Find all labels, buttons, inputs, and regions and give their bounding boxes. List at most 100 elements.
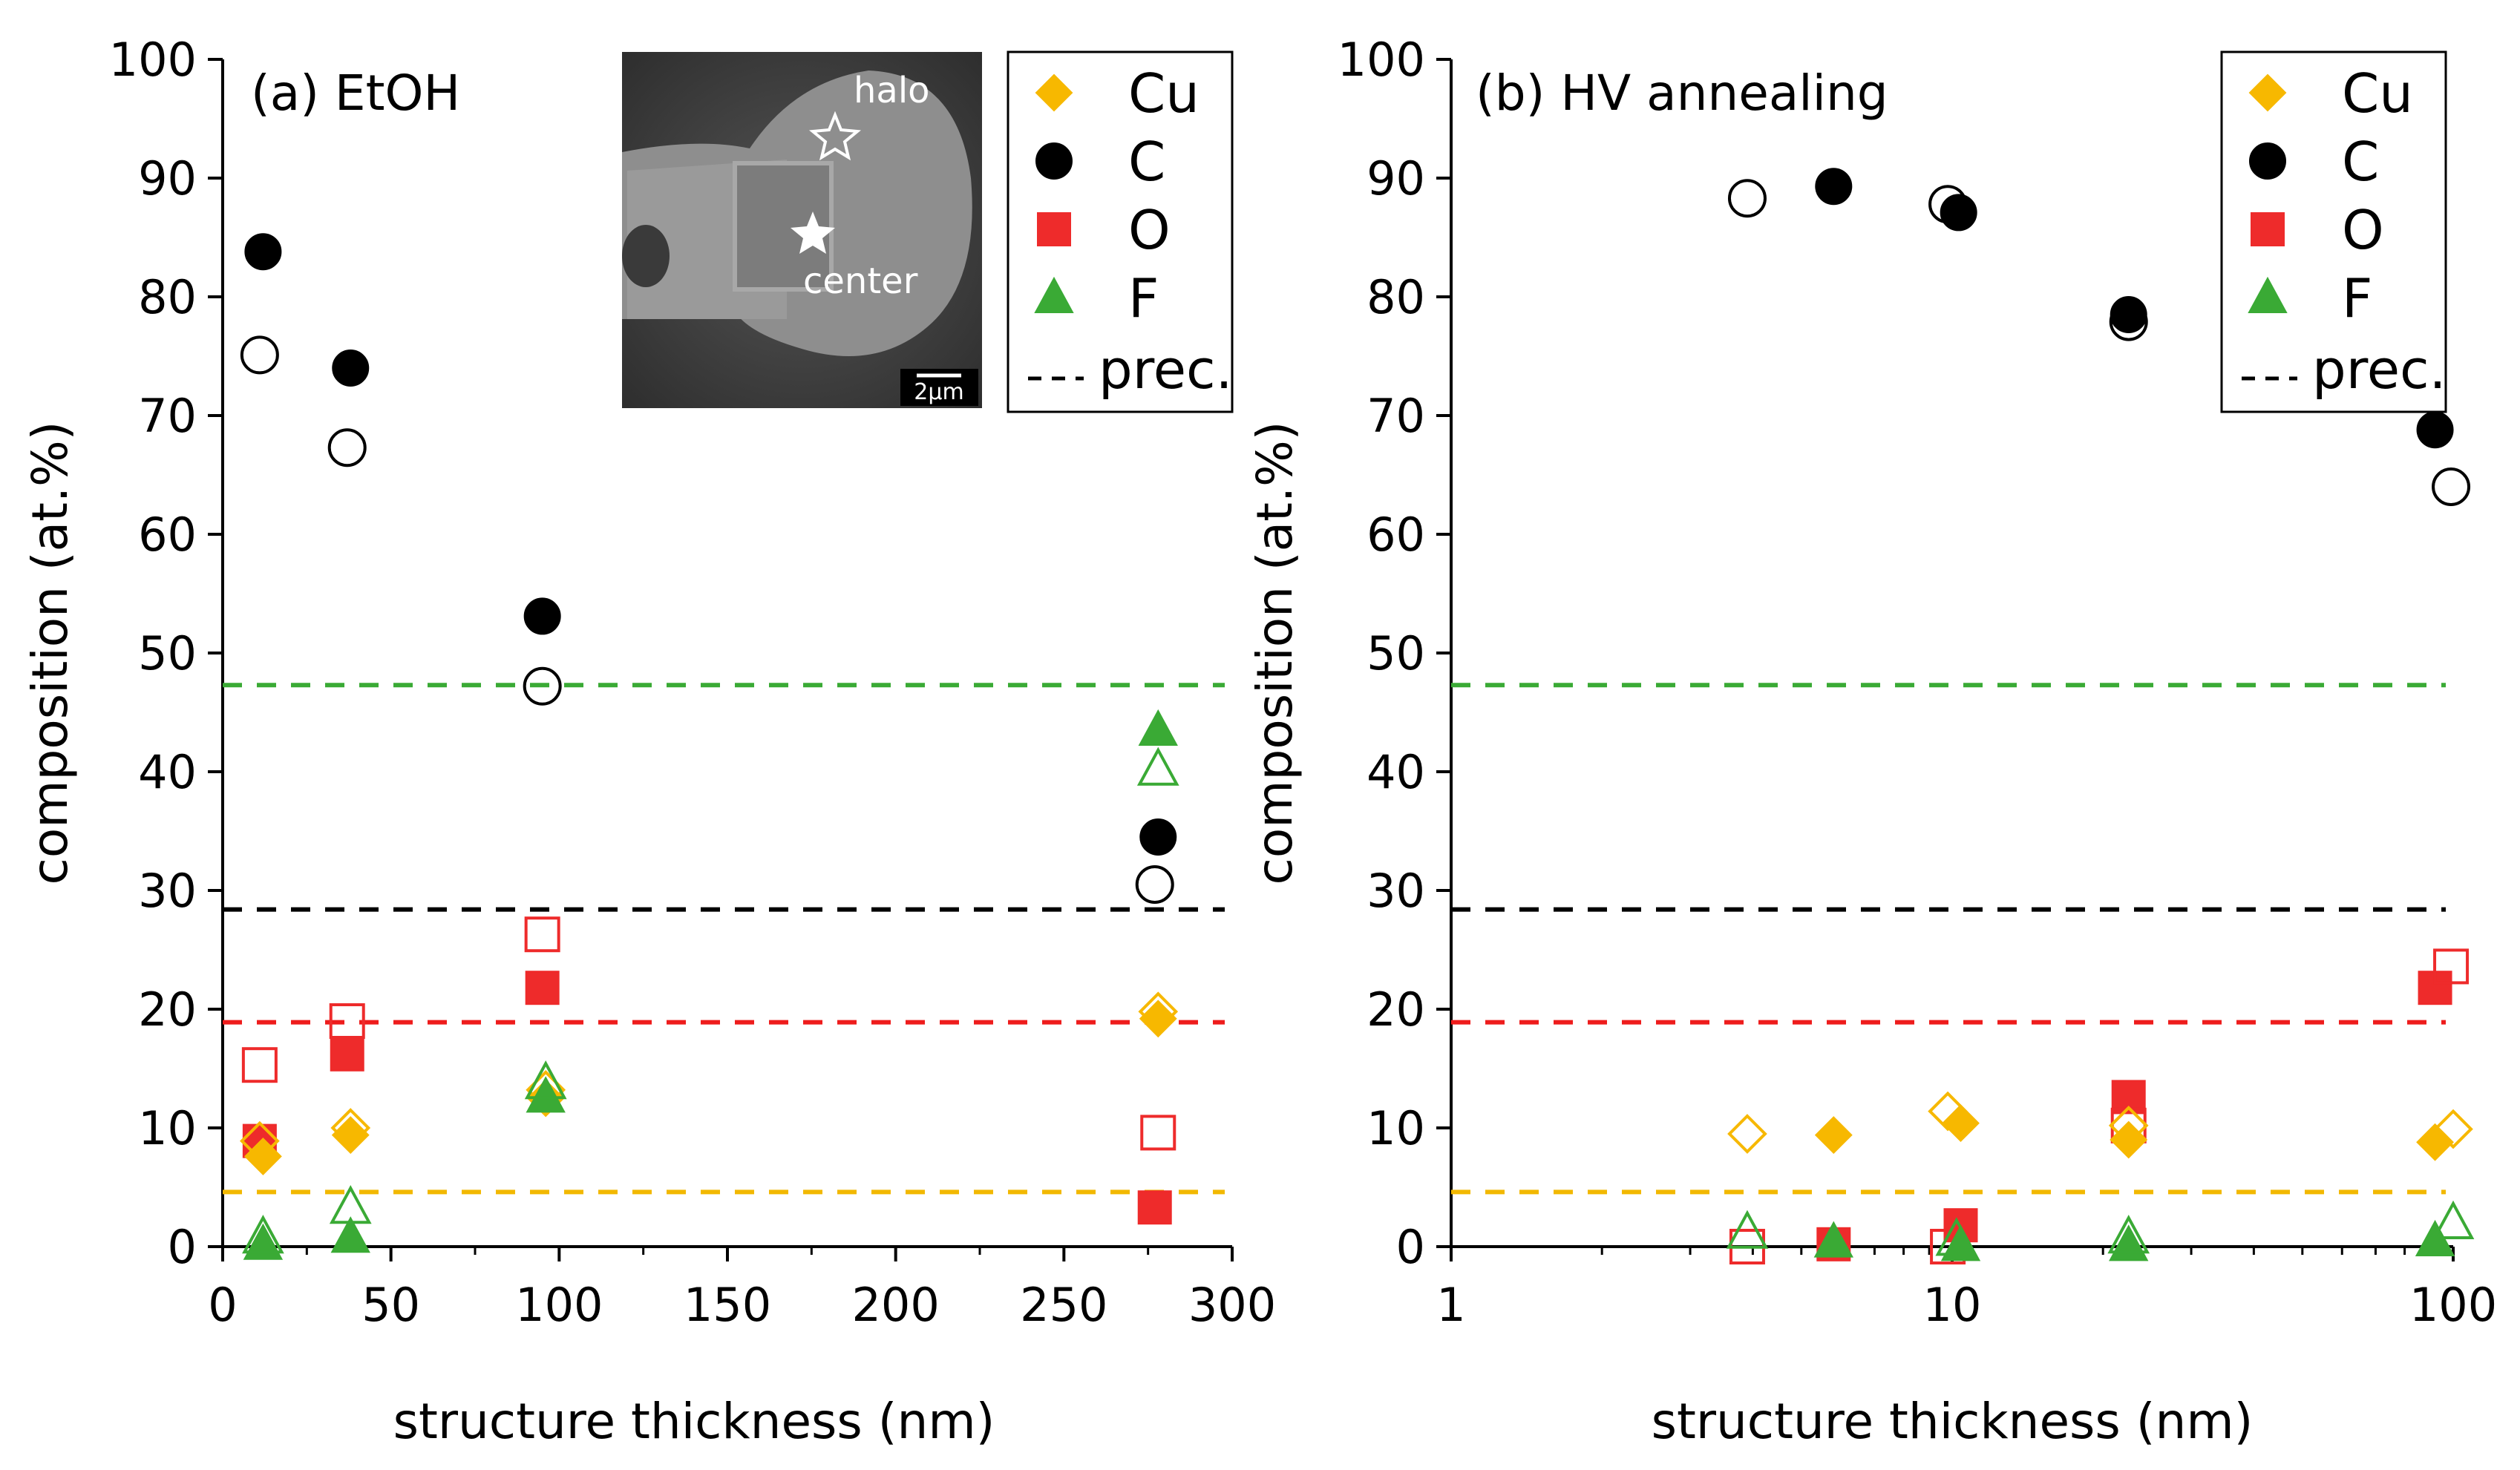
panel-b-point-c-filled-1: [1940, 194, 1977, 232]
inset-sem-image: halo center 2µm: [622, 52, 982, 408]
panel-a-ytick-label-20: 20: [138, 982, 197, 1037]
panel-b-legend-marker-f: [2248, 276, 2288, 313]
panel-a-legend-marker-c: [1035, 142, 1073, 180]
panel-b-ytick-label-30: 30: [1367, 864, 1425, 918]
panel-b-ytick-label-50: 50: [1367, 626, 1425, 680]
inset-scale-label: 2µm: [914, 379, 963, 405]
panel-a-ticks: 0 10 20 30 40 50 60 70 80 90 100 0 50 100 150 200 250 300: [109, 33, 1277, 1332]
panel-a-point-o-open-2: [524, 916, 560, 953]
panel-a-ytick-label-60: 60: [138, 508, 197, 562]
panel-a-point-o-open-3: [1140, 1115, 1176, 1151]
panel-b-point-cu-filled-3: [2416, 1123, 2454, 1161]
panel-b-ylabel: composition (at.%): [1246, 421, 1303, 885]
panel-a-legend-marker-cu: [1035, 73, 1073, 112]
panel-b-ytick-label-20: 20: [1367, 982, 1425, 1037]
panel-b-point-c-open-3: [2432, 467, 2471, 506]
panel-b-point-cu-open-2: [2108, 1105, 2149, 1146]
panel-a-marks: [240, 233, 1179, 1260]
panel-a-point-o-filled-3: [1137, 1190, 1172, 1225]
panel-b-xtick-label-1: 1: [1436, 1278, 1465, 1332]
panel-b-legend-marker-c: [2249, 142, 2286, 180]
panel-a-legend-label-cu: Cu: [1128, 62, 1200, 125]
panel-b-ytick-label-10: 10: [1367, 1101, 1425, 1155]
panel-a-point-o-open-1: [329, 1003, 365, 1039]
panel-b-ytick-label-40: 40: [1367, 745, 1425, 799]
panel-b-point-f-open-3: [2432, 1200, 2475, 1239]
panel-a-point-o-open-0: [241, 1047, 278, 1083]
panel-b-title: (b) HV annealing: [1476, 65, 1888, 122]
panel-a-xtick-label-50: 50: [361, 1278, 420, 1332]
panel-a-legend-prec-label: prec.: [1099, 338, 1233, 401]
panel-a-ytick-label-30: 30: [138, 864, 197, 918]
panel-b-point-cu-open-0: [1727, 1114, 1767, 1154]
panel-b-point-c-filled-2: [2110, 296, 2147, 333]
panel-a-xtick-label-300: 300: [1188, 1278, 1276, 1332]
panel-b-legend-label-cu: Cu: [2342, 62, 2413, 125]
panel-b-point-cu-open-3: [2433, 1109, 2473, 1149]
panel-a-point-c-open-1: [327, 428, 367, 467]
panel-a-title: (a) EtOH: [251, 65, 460, 122]
inset-center-star-icon: [791, 211, 835, 254]
panel-a-point-o-filled-1: [330, 1037, 364, 1072]
panel-a-point-f-filled-1: [330, 1216, 370, 1253]
panel-a-xtick-label-150: 150: [684, 1278, 771, 1332]
panel-a-ytick-label-100: 100: [109, 33, 197, 87]
panel-a-xtick-label-100: 100: [515, 1278, 603, 1332]
panel-a-legend-label-o: O: [1128, 199, 1171, 261]
panel-b-point-f-open-0: [1726, 1210, 1769, 1249]
panel-b-ytick-label-70: 70: [1367, 389, 1425, 443]
panel-a-point-f-open-1: [329, 1185, 372, 1224]
panel-b-ytick-label-100: 100: [1338, 33, 1425, 87]
inset-halo-star-icon: [808, 111, 862, 161]
panel-a-point-f-open-2: [524, 1060, 567, 1100]
panel-a-point-c-filled-2: [523, 597, 561, 635]
inset-hole: [622, 225, 670, 287]
panel-b-marks: [1726, 168, 2475, 1264]
panel-a-xtick-label-200: 200: [851, 1278, 939, 1332]
panel-a-point-f-open-0: [242, 1215, 284, 1254]
panel-a-point-f-open-3: [1136, 747, 1179, 786]
panel-a-point-cu-filled-3: [1139, 1000, 1177, 1038]
panel-a-legend-label-f: F: [1128, 267, 1159, 329]
panel-b-xtick-label-100: 100: [2409, 1278, 2497, 1332]
panel-a-ytick-label-50: 50: [138, 626, 197, 680]
panel-a-point-c-filled-1: [332, 350, 370, 387]
panel-a-point-cu-open-3: [1138, 991, 1179, 1032]
panel-b-point-c-filled-0: [1815, 168, 1853, 206]
panel-a-point-c-filled-3: [1139, 818, 1177, 856]
panel-b-point-cu-open-1: [1928, 1091, 1968, 1132]
panel-b-point-cu-filled-1: [1942, 1104, 1980, 1143]
panel-b-point-c-filled-3: [2416, 411, 2454, 449]
panel-b-point-f-open-1: [1935, 1217, 1978, 1256]
panel-a: 0 10 20 30 40 50 60 70 80 90 100 0 50 100 150 200 250 300…: [22, 33, 1276, 1450]
inset-label-center: center: [803, 260, 918, 302]
panel-a-legend-marker-o: [1037, 212, 1071, 246]
panel-b-legend-prec-label: prec.: [2312, 338, 2447, 401]
panel-b-point-cu-filled-2: [2110, 1120, 2148, 1159]
panel-b-point-c-open-1: [1928, 185, 1968, 224]
panel-a-point-f-filled-3: [1138, 709, 1178, 746]
panel-a-ylabel: composition (at.%): [22, 421, 79, 885]
panel-a-ytick-label-80: 80: [138, 270, 197, 324]
panel-b-point-c-open-2: [2109, 302, 2148, 341]
panel-a-xtick-label-250: 250: [1020, 1278, 1107, 1332]
panel-a-xtick-label-0: 0: [208, 1278, 237, 1332]
panel-b-xlabel: structure thickness (nm): [1652, 1393, 2254, 1450]
panel-b-ytick-label-90: 90: [1367, 151, 1425, 206]
inset-label-halo: halo: [854, 70, 930, 111]
panel-b-legend-label-o: O: [2342, 199, 2384, 261]
panel-a-point-c-open-0: [240, 335, 279, 375]
panel-a-point-o-filled-2: [525, 971, 560, 1005]
panel-b-legend-label-f: F: [2342, 267, 2372, 329]
panel-a-legend-label-c: C: [1128, 131, 1165, 193]
panel-a-ytick-label-0: 0: [168, 1220, 197, 1274]
panel-a-point-c-open-3: [1135, 865, 1174, 904]
panel-a-ytick-label-90: 90: [138, 151, 197, 206]
panel-b-legend-marker-o: [2251, 212, 2285, 246]
panel-a-point-cu-open-1: [330, 1108, 371, 1148]
panel-b-point-f-filled-0: [1813, 1221, 1853, 1258]
